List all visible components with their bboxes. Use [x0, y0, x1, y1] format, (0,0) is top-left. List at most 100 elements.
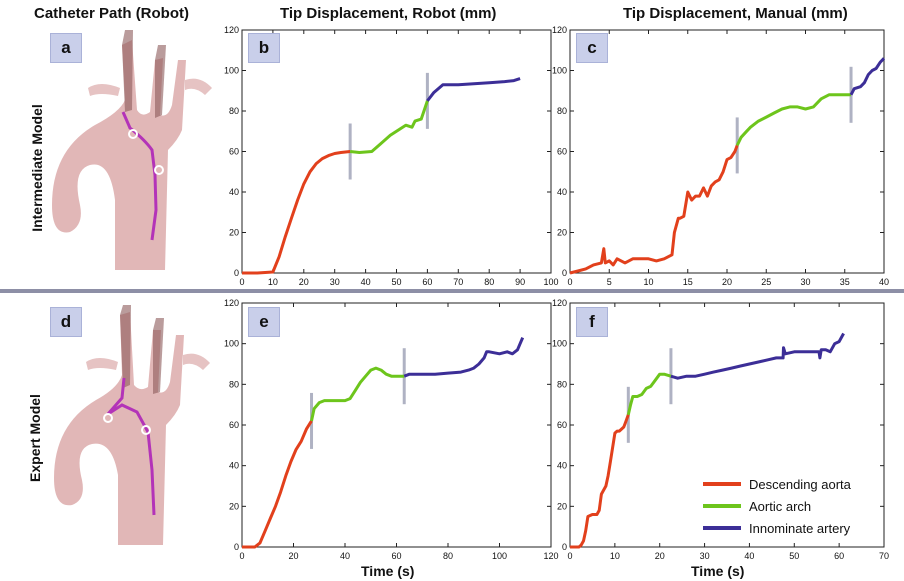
y-tick-label-f: 60 [557, 420, 567, 430]
y-tick-label-c: 60 [557, 147, 567, 157]
aorta-illustration-expert [54, 305, 210, 545]
chart-panel-f: 0 10 20 30 40 50 60 70 0 20 40 60 80 100 120 [552, 298, 889, 561]
x-tick-label-e: 100 [492, 551, 507, 561]
legend-item-descending: Descending aorta [703, 473, 851, 495]
y-tick-label-f: 20 [557, 501, 567, 511]
legend-item-innominate: Innominate artery [703, 517, 851, 539]
x-tick-label-b: 100 [543, 277, 558, 287]
y-tick-label-c: 120 [552, 25, 567, 35]
series-line-aortic-b [349, 100, 429, 154]
x-tick-label-c: 35 [840, 277, 850, 287]
x-tick-label-f: 20 [655, 551, 665, 561]
x-tick-label-f: 50 [789, 551, 799, 561]
panel-letter-b: b [248, 33, 280, 63]
y-tick-label-c: 0 [562, 268, 567, 278]
x-tick-label-c: 5 [607, 277, 612, 287]
panel-letter-d: d [50, 307, 82, 337]
column-header-catheter-path: Catheter Path (Robot) [34, 5, 189, 22]
x-tick-label-f: 10 [610, 551, 620, 561]
column-header-manual-displacement: Tip Displacement, Manual (mm) [623, 5, 848, 22]
series-line-innominate-c [849, 57, 886, 96]
x-tick-label-c: 15 [683, 277, 693, 287]
x-tick-label-c: 0 [567, 277, 572, 287]
x-tick-label-b: 0 [239, 277, 244, 287]
x-tick-label-e: 120 [543, 551, 558, 561]
x-tick-label-e: 0 [239, 551, 244, 561]
aorta-illustration-intermediate [52, 30, 212, 270]
series-line-descending-c [569, 144, 739, 275]
y-tick-label-b: 80 [229, 106, 239, 116]
row-header-intermediate: Intermediate Model [29, 104, 45, 232]
x-tick-label-c: 30 [800, 277, 810, 287]
plot-frame-c [569, 29, 885, 274]
series-line-aortic-c [735, 93, 851, 147]
series-line-innominate-b [426, 77, 521, 102]
x-tick-label-b: 10 [268, 277, 278, 287]
x-tick-label-c: 25 [761, 277, 771, 287]
legend-swatch-descending [703, 482, 741, 486]
legend-item-arch: Aortic arch [703, 495, 851, 517]
series-line-aortic-f [626, 372, 672, 416]
series-line-descending-f [570, 414, 630, 549]
x-tick-label-e: 20 [288, 551, 298, 561]
legend-swatch-arch [703, 504, 741, 508]
y-tick-label-b: 0 [234, 268, 239, 278]
chart-panel-b: 0 10 20 30 40 50 60 70 80 90 100 0 20 40 60 80 100 120 [224, 25, 559, 287]
x-tick-label-b: 70 [453, 277, 463, 287]
series-line-innominate-e [403, 337, 525, 378]
x-tick-label-c: 20 [722, 277, 732, 287]
x-tick-label-b: 60 [422, 277, 432, 287]
legend-swatch-innominate [703, 526, 741, 530]
x-tick-label-f: 30 [700, 551, 710, 561]
y-tick-label-e: 120 [224, 298, 239, 308]
x-tick-label-f: 60 [834, 551, 844, 561]
panel-letter-c: c [576, 33, 608, 63]
plot-frame-b [241, 29, 552, 274]
x-tick-label-b: 40 [361, 277, 371, 287]
y-tick-label-e: 100 [224, 339, 239, 349]
y-tick-label-b: 100 [224, 66, 239, 76]
series-line-innominate-f [670, 332, 845, 380]
x-tick-label-e: 40 [340, 551, 350, 561]
x-tick-label-e: 80 [443, 551, 453, 561]
y-tick-label-e: 20 [229, 501, 239, 511]
y-tick-label-b: 120 [224, 25, 239, 35]
y-tick-label-b: 60 [229, 147, 239, 157]
y-tick-label-e: 40 [229, 461, 239, 471]
y-tick-label-e: 80 [229, 379, 239, 389]
chart-panel-c: 0 5 10 15 20 25 30 35 40 0 20 40 60 80 100 120 [552, 25, 889, 287]
x-tick-label-c: 40 [879, 277, 889, 287]
y-tick-label-c: 40 [557, 187, 567, 197]
series-line-aortic-e [310, 366, 405, 422]
x-tick-label-b: 20 [299, 277, 309, 287]
series-line-descending-b [242, 150, 351, 275]
panel-letter-a: a [50, 33, 82, 63]
column-header-robot-displacement: Tip Displacement, Robot (mm) [280, 5, 497, 22]
series-line-descending-e [242, 420, 313, 549]
y-tick-label-c: 100 [552, 66, 567, 76]
legend-label-descending: Descending aorta [749, 476, 851, 492]
x-axis-label-robot: Time (s) [361, 563, 415, 579]
legend-label-arch: Aortic arch [749, 498, 812, 514]
y-tick-label-f: 80 [557, 379, 567, 389]
y-tick-label-f: 100 [552, 339, 567, 349]
row-divider [0, 289, 904, 293]
chart-panel-e: 0 20 40 60 80 100 120 0 20 40 60 80 100 120 [224, 298, 559, 561]
x-tick-label-f: 0 [567, 551, 572, 561]
x-tick-label-b: 30 [330, 277, 340, 287]
y-tick-label-b: 40 [229, 187, 239, 197]
row-header-expert: Expert Model [27, 394, 43, 482]
x-axis-label-manual: Time (s) [691, 563, 745, 579]
panel-letter-e: e [248, 307, 280, 337]
panel-letter-f: f [576, 307, 608, 337]
y-tick-label-c: 20 [557, 228, 567, 238]
x-tick-label-f: 70 [879, 551, 889, 561]
y-tick-label-f: 0 [562, 542, 567, 552]
y-tick-label-c: 80 [557, 106, 567, 116]
x-tick-label-b: 80 [484, 277, 494, 287]
x-tick-label-b: 50 [391, 277, 401, 287]
y-tick-label-e: 0 [234, 542, 239, 552]
y-tick-label-e: 60 [229, 420, 239, 430]
legend: Descending aorta Aortic arch Innominate … [703, 473, 851, 539]
plot-frame-e [241, 302, 552, 548]
